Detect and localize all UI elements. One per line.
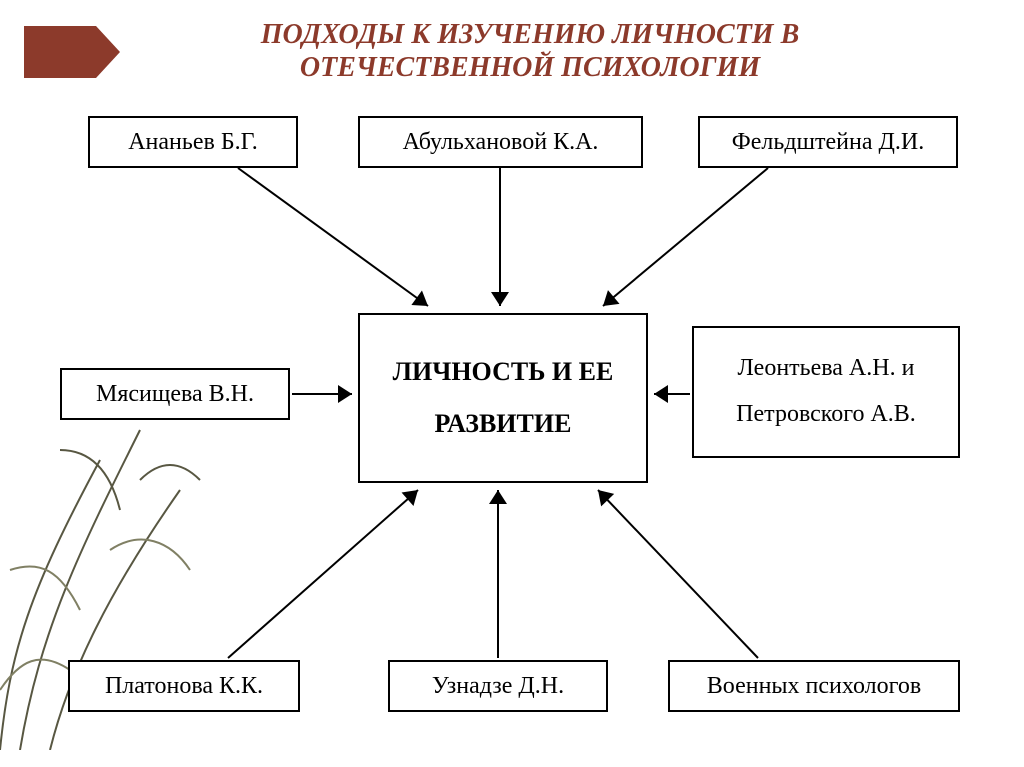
- node-uznadze: Узнадзе Д.Н.: [388, 660, 608, 712]
- node-label: Мясищева В.Н.: [96, 381, 254, 408]
- node-label: Леонтьева А.Н. и Петровского А.В.: [736, 346, 916, 437]
- node-myasischev: Мясищева В.Н.: [60, 368, 290, 420]
- node-label: Узнадзе Д.Н.: [432, 673, 564, 700]
- node-label: Платонова К.К.: [105, 673, 263, 700]
- slide-title: ПОДХОДЫ К ИЗУЧЕНИЮ ЛИЧНОСТИ В ОТЕЧЕСТВЕН…: [120, 18, 940, 84]
- center-node-label: ЛИЧНОСТЬ И ЕЕ РАЗВИТИЕ: [393, 346, 614, 450]
- node-label: Фельдштейна Д.И.: [732, 129, 924, 156]
- node-label: Абульхановой К.А.: [403, 129, 599, 156]
- title-accent: [0, 0, 140, 90]
- title-line-2: ОТЕЧЕСТВЕННОЙ ПСИХОЛОГИИ: [120, 51, 940, 84]
- center-node: ЛИЧНОСТЬ И ЕЕ РАЗВИТИЕ: [358, 313, 648, 483]
- node-ananyev: Ананьев Б.Г.: [88, 116, 298, 168]
- concept-diagram: ЛИЧНОСТЬ И ЕЕ РАЗВИТИЕ Ананьев Б.Г. Абул…: [58, 108, 963, 728]
- node-label: Военных психологов: [707, 673, 921, 700]
- node-abulkhanova: Абульхановой К.А.: [358, 116, 643, 168]
- node-feldshtein: Фельдштейна Д.И.: [698, 116, 958, 168]
- accent-polygon: [24, 26, 120, 78]
- node-leontiev: Леонтьева А.Н. и Петровского А.В.: [692, 326, 960, 458]
- node-platonov: Платонова К.К.: [68, 660, 300, 712]
- title-line-1: ПОДХОДЫ К ИЗУЧЕНИЮ ЛИЧНОСТИ В: [120, 18, 940, 51]
- node-label: Ананьев Б.Г.: [128, 129, 258, 156]
- node-military: Военных психологов: [668, 660, 960, 712]
